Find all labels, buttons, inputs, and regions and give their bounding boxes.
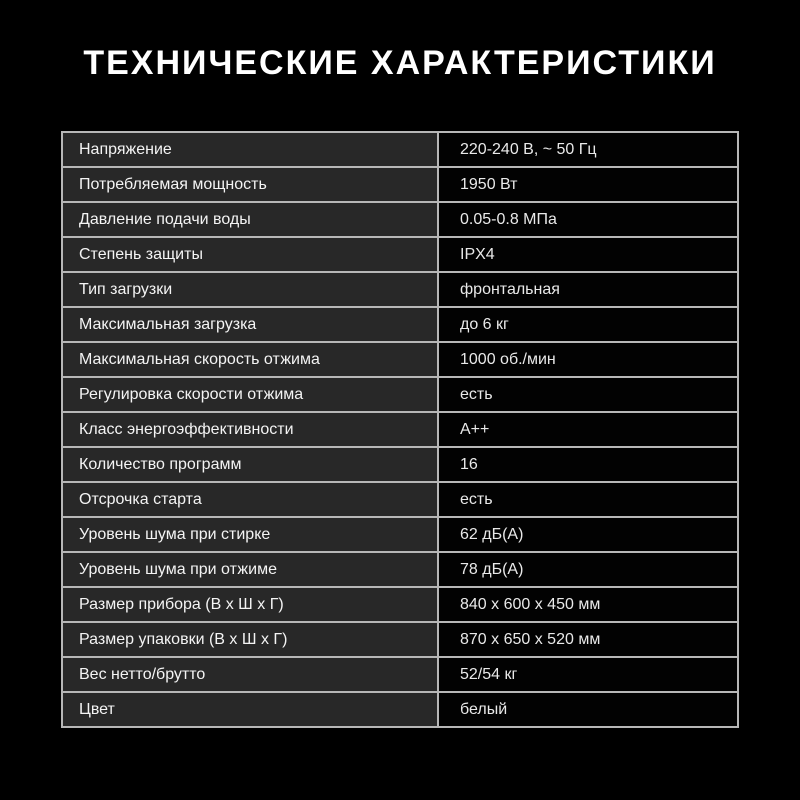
spec-value: 220-240 В, ~ 50 Гц [437,131,739,168]
spec-label: Напряжение [61,131,439,168]
spec-value: IPX4 [437,236,739,273]
specs-table-body: Напряжение 220-240 В, ~ 50 Гц Потребляем… [61,131,739,728]
spec-label: Размер упаковки (В х Ш х Г) [61,621,439,658]
spec-label: Потребляемая мощность [61,166,439,203]
spec-row: Напряжение 220-240 В, ~ 50 Гц [61,131,739,168]
spec-label: Тип загрузки [61,271,439,308]
spec-value: 52/54 кг [437,656,739,693]
spec-row: Тип загрузки фронтальная [61,271,739,308]
spec-value: есть [437,376,739,413]
spec-value: до 6 кг [437,306,739,343]
spec-row: Максимальная загрузка до 6 кг [61,306,739,343]
spec-row: Класс энергоэффективности А++ [61,411,739,448]
spec-row: Отсрочка старта есть [61,481,739,518]
spec-row: Регулировка скорости отжима есть [61,376,739,413]
spec-value: 16 [437,446,739,483]
spec-row: Степень защиты IPX4 [61,236,739,273]
spec-label: Класс энергоэффективности [61,411,439,448]
spec-label: Уровень шума при отжиме [61,551,439,588]
spec-label: Регулировка скорости отжима [61,376,439,413]
spec-row: Уровень шума при стирке 62 дБ(А) [61,516,739,553]
spec-label: Давление подачи воды [61,201,439,238]
spec-value: 1000 об./мин [437,341,739,378]
spec-label: Отсрочка старта [61,481,439,518]
spec-row: Потребляемая мощность 1950 Вт [61,166,739,203]
spec-value: А++ [437,411,739,448]
spec-value: 0.05-0.8 МПа [437,201,739,238]
spec-label: Вес нетто/брутто [61,656,439,693]
spec-value: 78 дБ(А) [437,551,739,588]
spec-label: Уровень шума при стирке [61,516,439,553]
spec-value: есть [437,481,739,518]
spec-value: 62 дБ(А) [437,516,739,553]
spec-label: Максимальная скорость отжима [61,341,439,378]
spec-label: Цвет [61,691,439,728]
spec-value: фронтальная [437,271,739,308]
spec-value: 870 х 650 х 520 мм [437,621,739,658]
spec-value: 840 х 600 х 450 мм [437,586,739,623]
spec-row: Размер упаковки (В х Ш х Г) 870 х 650 х … [61,621,739,658]
specs-table: Напряжение 220-240 В, ~ 50 Гц Потребляем… [61,131,739,728]
spec-label: Степень защиты [61,236,439,273]
spec-row: Давление подачи воды 0.05-0.8 МПа [61,201,739,238]
spec-label: Максимальная загрузка [61,306,439,343]
spec-row: Количество программ 16 [61,446,739,483]
spec-value: белый [437,691,739,728]
spec-row: Вес нетто/брутто 52/54 кг [61,656,739,693]
spec-row: Уровень шума при отжиме 78 дБ(А) [61,551,739,588]
spec-row: Максимальная скорость отжима 1000 об./ми… [61,341,739,378]
spec-label: Количество программ [61,446,439,483]
page-title: ТЕХНИЧЕСКИЕ ХАРАКТЕРИСТИКИ [83,44,717,82]
spec-row: Размер прибора (В х Ш х Г) 840 х 600 х 4… [61,586,739,623]
spec-label: Размер прибора (В х Ш х Г) [61,586,439,623]
spec-value: 1950 Вт [437,166,739,203]
spec-row: Цвет белый [61,691,739,728]
